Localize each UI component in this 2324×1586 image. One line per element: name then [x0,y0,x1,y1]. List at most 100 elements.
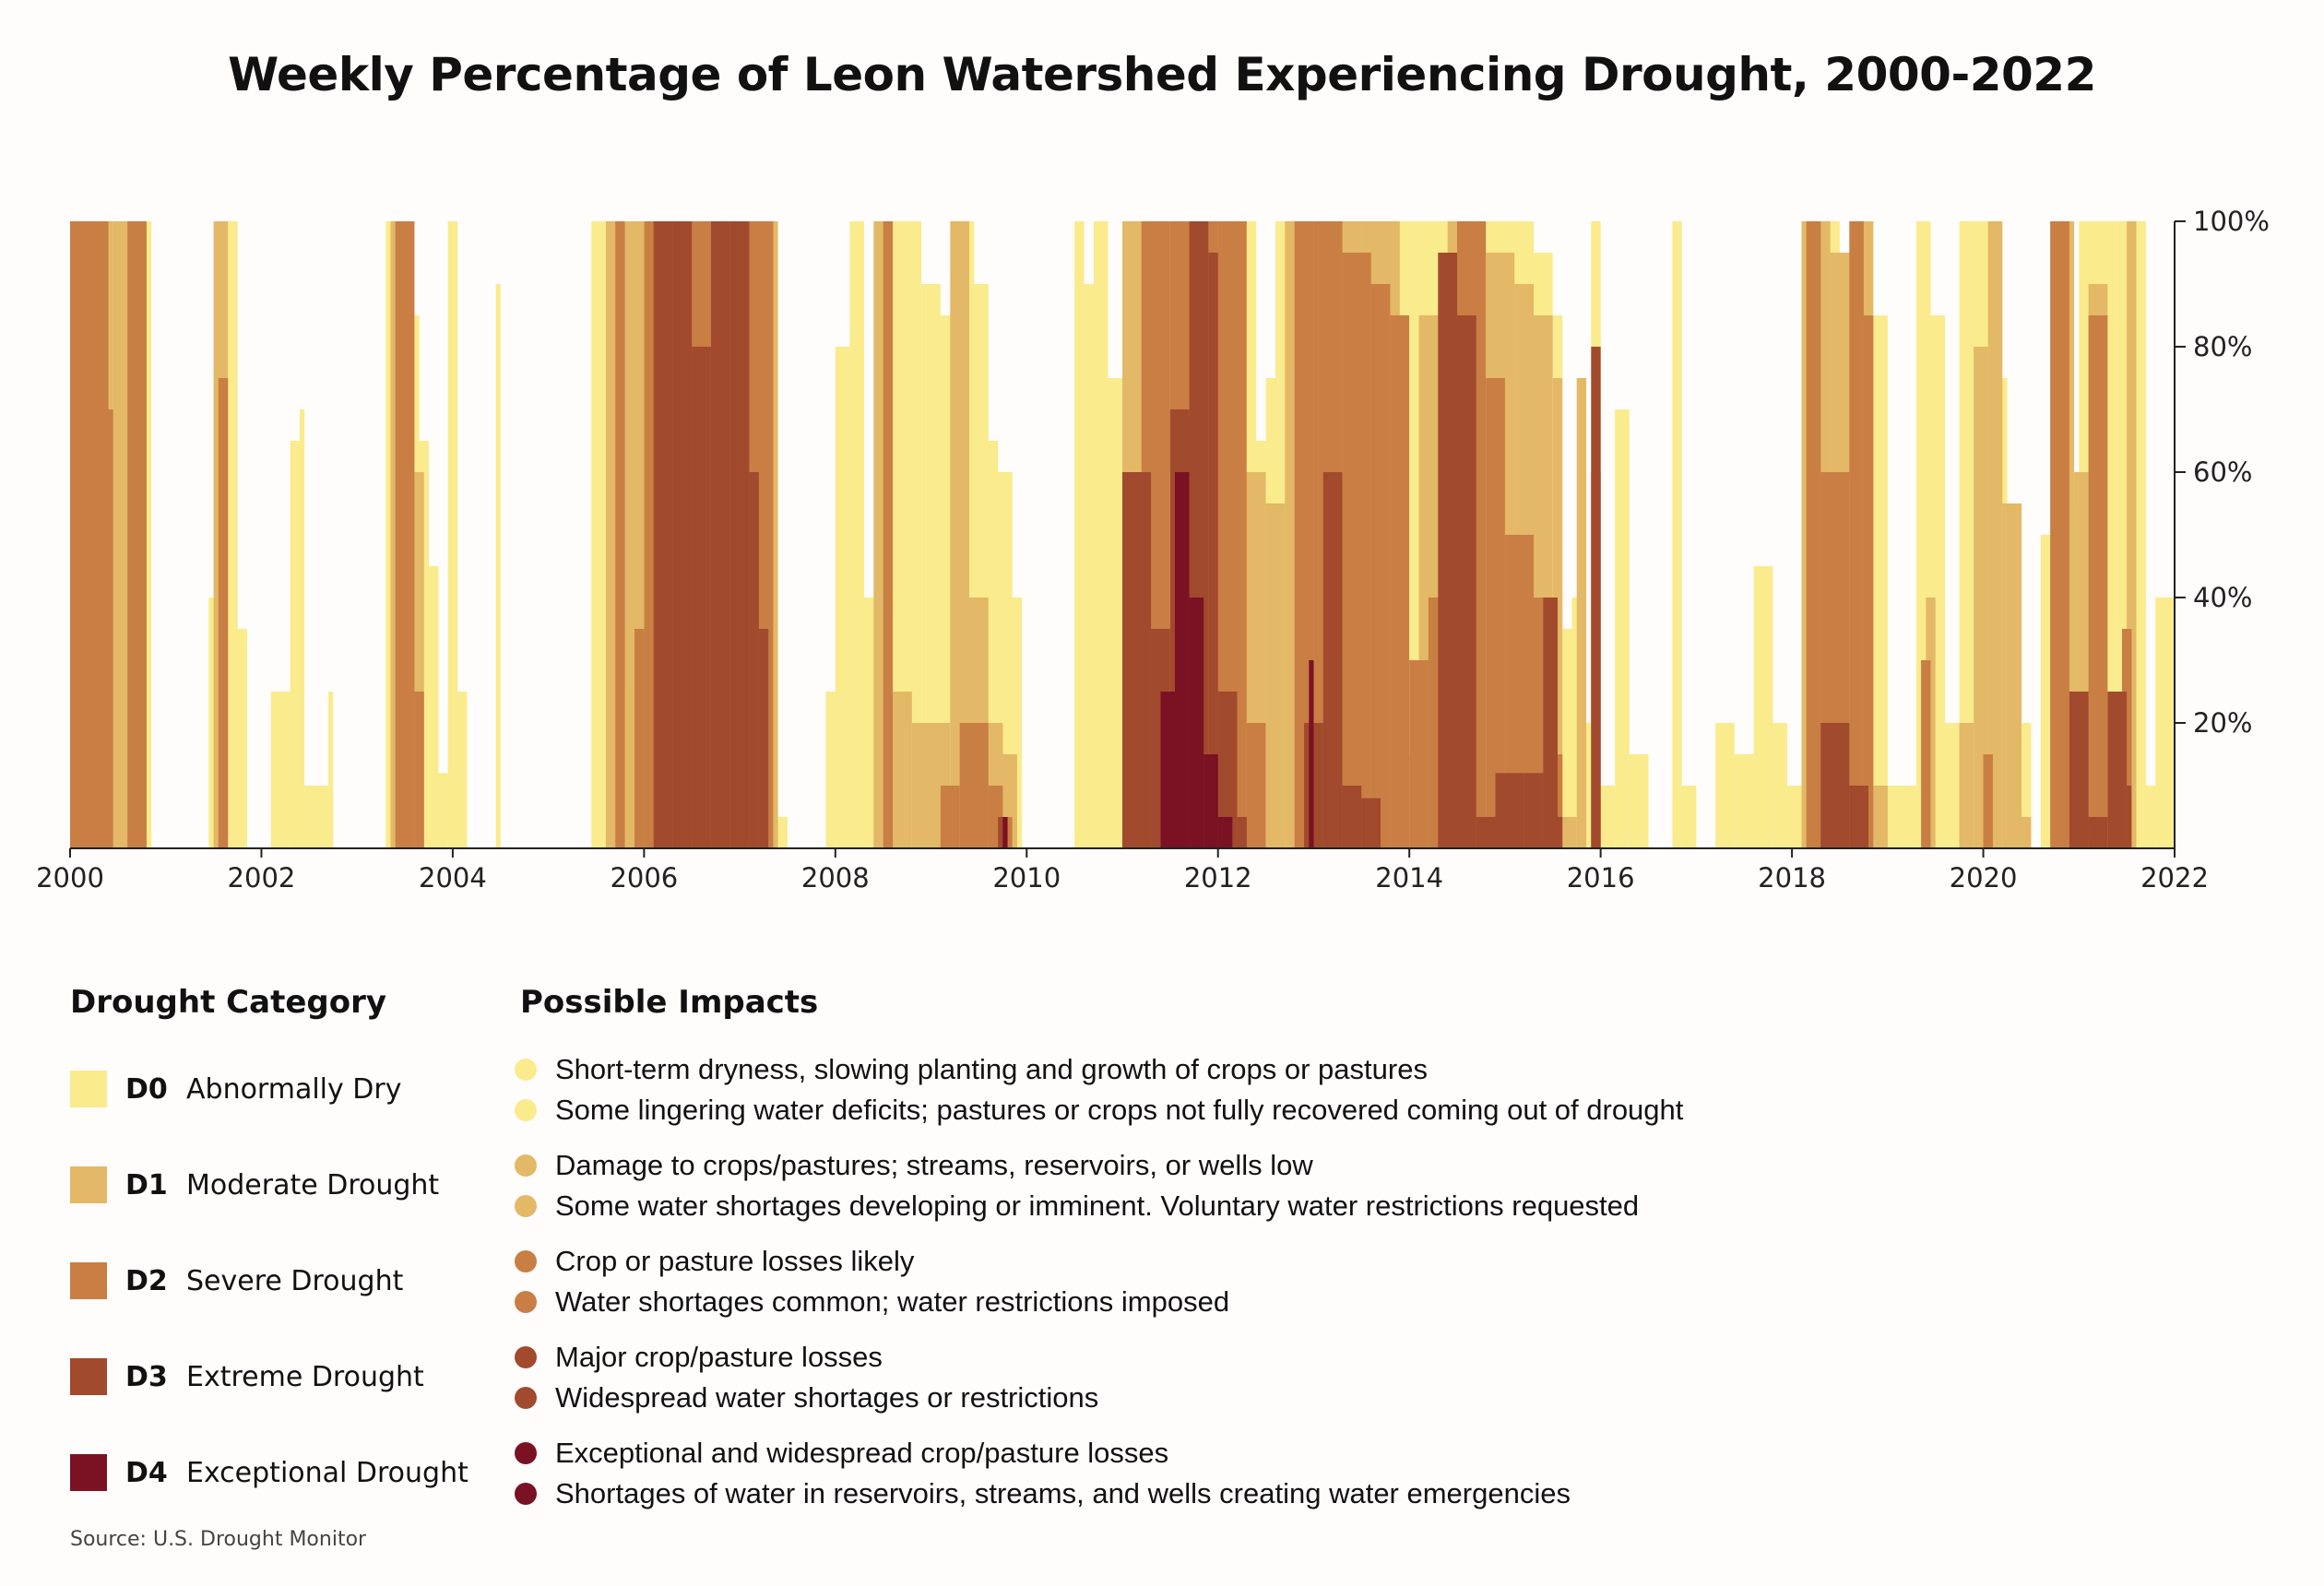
impact-dot [515,1346,537,1368]
bar-d0 [777,817,788,848]
bar-d2 [1486,378,1505,848]
bar-d0 [1108,378,1122,848]
x-tick-label: 2022 [2140,862,2209,894]
bar-d0 [299,409,305,848]
bar-d2 [1370,284,1391,848]
bar-d0 [2145,786,2156,848]
bar-d3 [2127,786,2132,848]
bar-d2 [1246,723,1266,848]
impact-d2-2: Water shortages common; water restrictio… [515,1284,1229,1320]
bar-d0 [290,441,300,848]
bar-d0 [270,692,290,848]
bar-d0 [988,441,999,848]
bar-d0 [328,692,334,848]
bar-d0 [1887,786,1916,848]
impact-dot [515,1483,537,1505]
bar-d3 [2088,817,2108,848]
bar-d3 [711,221,730,848]
d0-name: Abnormally Dry [186,1072,402,1106]
bar-d1 [1265,503,1286,848]
bar-d3 [1237,817,1247,848]
x-tick-label: 2014 [1375,862,1443,894]
bar-d2 [2088,315,2108,848]
impact-text: Some water shortages developing or immin… [555,1190,1640,1222]
x-tick-label: 2018 [1758,862,1826,894]
x-tick-label: 2002 [228,862,296,894]
bar-d3 [1849,786,1868,848]
bar-d0 [1945,723,1960,848]
bar-d2 [127,221,147,848]
bar-d2 [108,409,113,848]
bar-d2 [1342,253,1371,848]
bar-d3 [1208,253,1218,848]
bar-d3 [1342,786,1362,848]
legend-item-d4: D4 Exceptional Drought [70,1454,468,1491]
impact-dot [515,1250,537,1272]
bar-d2 [883,221,894,848]
bar-d0 [1093,221,1109,848]
bar-d0 [2164,598,2175,848]
bar-d3 [1558,817,1563,848]
y-tick-label: 80% [2193,331,2252,362]
legend-item-d1: D1 Moderate Drought [70,1166,439,1203]
impact-dot [515,1291,537,1313]
bar-d4 [1160,692,1176,848]
bar-d2 [1409,660,1429,848]
bar-d2 [1983,754,1993,848]
bar-d2 [764,221,774,848]
bar-d0 [1581,723,1592,848]
bar-d0 [1672,221,1682,848]
bar-d3 [2069,692,2089,848]
bar-d3 [1495,773,1524,848]
bar-d3 [1543,598,1558,848]
bar-d2 [634,629,645,848]
impact-text: Short-term dryness, slowing planting and… [555,1053,1428,1085]
bar-d0 [2022,723,2032,848]
bar-d0 [495,284,501,848]
chart-title: Weekly Percentage of Leon Watershed Expe… [228,48,2096,101]
bar-d0 [825,692,836,848]
d0-code: D0 [125,1072,168,1106]
bar-d0 [1786,786,1802,848]
bar-d1 [414,472,424,848]
bar-d3 [1524,773,1544,848]
bar-d3 [1217,692,1238,848]
bar-d3 [749,472,759,848]
bar-d0 [921,284,941,848]
bar-d0 [147,221,152,848]
x-tick-label: 2008 [801,862,870,894]
bar-d3 [1122,472,1152,848]
x-tick-label: 2010 [992,862,1061,894]
d1-code: D1 [125,1168,168,1201]
bar-d0 [447,221,458,848]
source-note: Source: U.S. Drought Monitor [70,1528,367,1551]
d3-name: Extreme Drought [186,1360,424,1393]
bar-d2 [1863,315,1874,848]
bar-d4 [1204,754,1218,848]
d3-code: D3 [125,1360,168,1393]
bar-d0 [1084,284,1094,848]
bar-d4 [1309,660,1314,848]
bar-d0 [457,692,468,848]
x-tick-label: 2012 [1184,862,1252,894]
legend-item-d0: D0 Abnormally Dry [70,1071,402,1107]
bar-d3 [758,629,769,848]
bar-d2 [615,221,625,848]
bar-d2 [218,378,229,848]
drought-chart: 2000 2002 2004 2006 2008 2010 2012 2014 2016 2018… [36,206,2270,894]
x-tick-label: 2006 [610,862,678,894]
bar-d0 [429,566,439,848]
legend-item-d3: D3 Extreme Drought [70,1358,424,1395]
bar-d2 [1294,221,1314,848]
bar-d3 [1591,347,1601,848]
impact-d4-1: Exceptional and widespread crop/pasture … [515,1435,1168,1472]
bar-d0 [1715,723,1735,848]
bar-d1 [2022,817,2032,848]
bar-d0 [237,629,247,848]
impact-d1-1: Damage to crops/pastures; streams, reser… [515,1147,1313,1184]
impact-text: Crop or pasture losses likely [555,1245,915,1277]
bar-d1 [1974,347,1988,848]
bar-d1 [1959,723,1974,848]
bar-d2 [940,786,960,848]
bar-d0 [1681,786,1697,848]
